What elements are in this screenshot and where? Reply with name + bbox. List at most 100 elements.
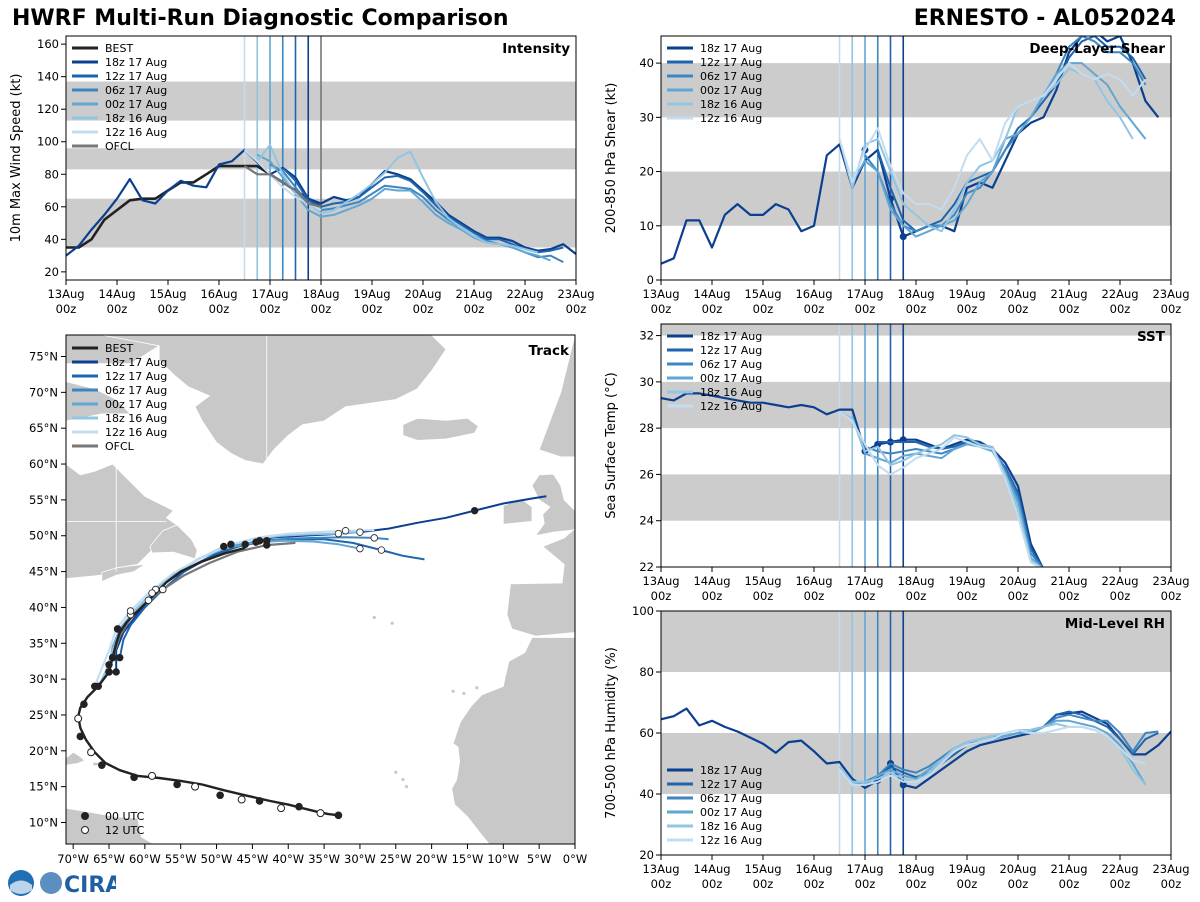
sst-xtick-label: 14Aug: [693, 574, 730, 588]
sst-legend-label: 06z 17 Aug: [700, 358, 762, 371]
intensity-xtick-label: 15Aug: [149, 287, 186, 301]
rh-ytick-label: 100: [632, 604, 654, 618]
rh-legend-label: 18z 17 Aug: [700, 764, 762, 777]
shear-band-1: [661, 63, 1171, 118]
rh-plot-area: [661, 611, 1171, 855]
shear-xtick-label: 20Aug: [999, 287, 1036, 301]
intensity-legend-label: 12z 16 Aug: [105, 126, 167, 139]
rh-xtick-label: 15Aug: [744, 862, 781, 876]
track-ytick-label: 45°N: [29, 565, 58, 579]
rh-band-1: [661, 611, 1171, 672]
csu-logo-icon: [40, 872, 62, 894]
sst-xtick-sublabel: 00z: [804, 589, 825, 603]
rh-xtick-label: 23Aug: [1152, 862, 1189, 876]
intensity-ytick-label: 140: [37, 70, 59, 84]
rh-ytick-label: 80: [639, 665, 654, 679]
intensity-xtick-sublabel: 00z: [464, 302, 485, 316]
rh-xtick-label: 13Aug: [642, 862, 679, 876]
intensity-title: Intensity: [502, 41, 570, 57]
track-xtick-label: 10°W: [487, 852, 519, 866]
shear-ytick-label: 30: [639, 110, 654, 124]
track-best: [77, 546, 339, 817]
track-xtick-label: 65°W: [93, 852, 125, 866]
track-legend-label: 18z 17 Aug: [105, 356, 167, 369]
sst-xtick-sublabel: 00z: [906, 589, 927, 603]
best-track-00utc-dot: [173, 780, 181, 789]
track-ytick-label: 10°N: [29, 815, 58, 829]
track-12utc-dot: [334, 529, 343, 538]
shear-xtick-sublabel: 00z: [753, 302, 774, 316]
sst-legend-label: 18z 17 Aug: [700, 330, 762, 343]
best-track-00utc-dot: [130, 773, 138, 782]
shear-xtick-label: 23Aug: [1152, 287, 1189, 301]
sst-xtick-label: 16Aug: [795, 574, 832, 588]
intensity-xtick-label: 18Aug: [302, 287, 339, 301]
track-legend-label: 06z 17 Aug: [105, 384, 167, 397]
best-track-00utc-dot: [80, 700, 88, 709]
track-12utc-dot: [356, 544, 364, 553]
sst-ytick-label: 22: [639, 560, 654, 574]
legend-12utc-marker-icon: [81, 826, 89, 834]
track-12utc-dot: [356, 528, 364, 536]
track-xtick-label: 25°W: [380, 852, 412, 866]
shear-xtick-label: 15Aug: [744, 287, 781, 301]
sst-xtick-sublabel: 00z: [702, 589, 723, 603]
sst-ylabel: Sea Surface Temp (°C): [604, 372, 619, 519]
track-ytick-label: 35°N: [29, 636, 58, 650]
track-12utc-dot: [148, 589, 156, 597]
best-track-00utc-dot: [334, 811, 343, 820]
shear-legend-label: 12z 16 Aug: [700, 112, 762, 125]
intensity-xtick-label: 16Aug: [200, 287, 237, 301]
best-track-00utc-dot: [295, 802, 303, 811]
intensity-legend-label: BEST: [105, 42, 133, 55]
track-00utc-dot: [116, 653, 124, 662]
track-legend-label: 00z 17 Aug: [105, 398, 167, 411]
island-land: [401, 777, 405, 782]
track-title: Track: [529, 343, 570, 359]
shear-xtick-sublabel: 00z: [1059, 302, 1080, 316]
track-00utc-dot: [227, 540, 235, 549]
rh-ytick-label: 40: [639, 787, 654, 801]
legend-00utc-marker-icon: [81, 812, 89, 820]
sst-panel: 22242628303213Aug00z14Aug00z15Aug00z16Au…: [604, 323, 1190, 603]
best-track-00utc-dot: [113, 625, 122, 633]
intensity-xtick-label: 22Aug: [506, 287, 543, 301]
shear-xtick-sublabel: 00z: [855, 302, 876, 316]
sst-xtick-sublabel: 00z: [1161, 589, 1182, 603]
sst-band-2: [661, 324, 1171, 336]
greenland-land: [73, 335, 447, 465]
rh-series-marker-2: [899, 781, 907, 789]
track-12utc-dot: [126, 607, 135, 615]
track-12z-17-aug: [118, 538, 425, 658]
scandinavia-land: [538, 335, 575, 458]
sst-series-12z-17-aug: [877, 441, 1044, 567]
intensity-xtick-label: 23Aug: [557, 287, 594, 301]
sst-ytick-label: 26: [639, 467, 654, 481]
track-00utc-dot: [263, 541, 271, 549]
track-xtick-label: 30°W: [344, 852, 376, 866]
rh-xtick-label: 17Aug: [846, 862, 883, 876]
sst-legend-label: 18z 16 Aug: [700, 386, 762, 399]
nova-scotia-land: [101, 564, 146, 583]
shear-series-06z-17-aug: [864, 36, 1147, 233]
sst-band-1: [661, 381, 1171, 429]
sst-series-18z-16-aug: [839, 411, 1043, 567]
intensity-ytick-label: 60: [44, 200, 59, 214]
shear-legend-label: 18z 17 Aug: [700, 42, 762, 55]
sst-title: SST: [1137, 329, 1166, 345]
shear-xtick-sublabel: 00z: [906, 302, 927, 316]
intensity-xtick-sublabel: 00z: [56, 302, 77, 316]
shear-ytick-label: 10: [639, 219, 654, 233]
intensity-xtick-sublabel: 00z: [158, 302, 179, 316]
intensity-series-12z-17-aug: [282, 167, 564, 254]
track-ytick-label: 75°N: [29, 350, 58, 364]
rh-series-00z-17-aug: [852, 719, 1147, 786]
shear-series-18z-17-aug: [661, 36, 1160, 265]
sst-xtick-sublabel: 00z: [753, 589, 774, 603]
sst-xtick-label: 13Aug: [642, 574, 679, 588]
track-12utc-dot: [370, 534, 378, 542]
sst-xtick-label: 20Aug: [999, 574, 1036, 588]
intensity-legend-label: 12z 17 Aug: [105, 70, 167, 83]
shear-ylabel: 200-850 hPa Shear (kt): [604, 83, 619, 234]
track-ytick-label: 60°N: [29, 457, 58, 471]
